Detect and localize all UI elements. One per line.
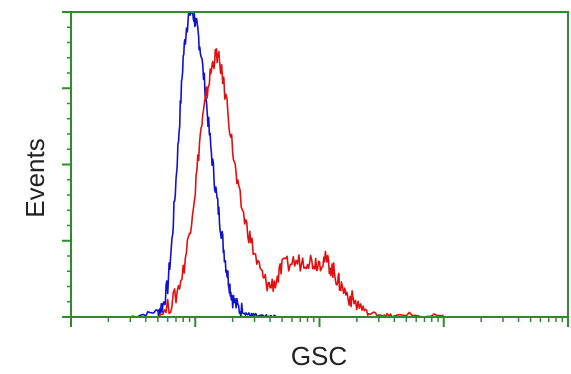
x-axis-label: GSC xyxy=(291,341,347,371)
series-line-2 xyxy=(158,49,444,317)
series-layer xyxy=(130,12,444,317)
y-axis-label: Events xyxy=(20,138,50,218)
plot-frame xyxy=(71,12,568,317)
series-line-1 xyxy=(130,12,276,317)
axis-ticks xyxy=(62,12,568,327)
